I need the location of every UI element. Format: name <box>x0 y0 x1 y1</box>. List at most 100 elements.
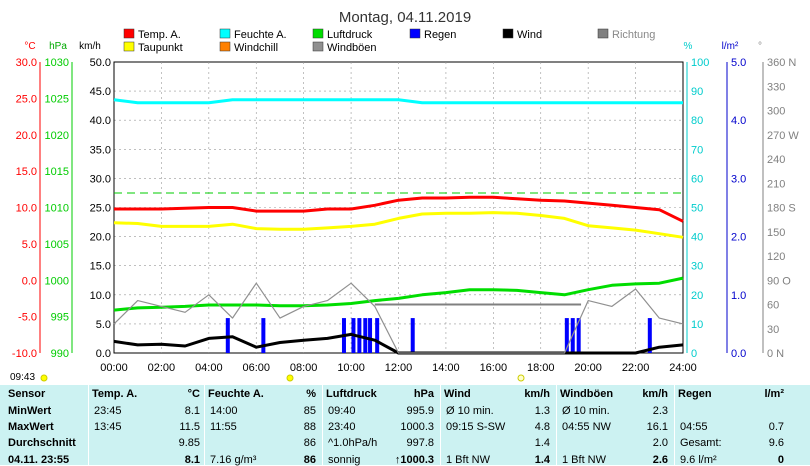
cell-detail: 1 Bft NW <box>446 454 491 466</box>
column-separator <box>556 385 557 465</box>
legend-swatch <box>123 28 135 39</box>
legend-label: Wind <box>517 29 542 41</box>
cell-detail: Ø 10 min. <box>562 405 610 417</box>
y-tick-rain: 4.0 <box>731 115 746 127</box>
row-label-sensor: Sensor <box>8 388 46 400</box>
legend-label: Feuchte A. <box>234 29 287 41</box>
legend-swatch <box>502 28 514 39</box>
cell-value: 2.3 <box>652 405 668 417</box>
cell-value: 2.6 <box>652 454 668 466</box>
legend-swatch <box>123 41 135 52</box>
cell-value: 1000.3 <box>400 421 434 433</box>
y-tick-temp: 15.0 <box>16 166 37 178</box>
y-tick-press: 1020 <box>45 130 69 142</box>
cell-value: 9.85 <box>178 437 200 449</box>
x-tick-label: 04:00 <box>195 362 223 374</box>
y-tick-hum: 70 <box>691 144 703 156</box>
left-time-label: 09:43 <box>10 372 35 383</box>
axis-unit-hum: % <box>684 41 693 52</box>
legend-label: Temp. A. <box>138 29 181 41</box>
y-tick-dir: 30 <box>767 324 779 336</box>
column-separator <box>204 385 205 465</box>
column-title: Regen <box>678 388 712 400</box>
y-tick-hum: 40 <box>691 232 703 244</box>
column-separator <box>88 385 89 465</box>
cell-detail: 09:15 S-SW <box>446 421 506 433</box>
legend-label: Windböen <box>327 42 377 54</box>
x-tick-label: 16:00 <box>480 362 508 374</box>
x-tick-label: 24:00 <box>669 362 697 374</box>
column-unit: km/h <box>524 388 550 400</box>
cell-value: 1.4 <box>534 454 550 466</box>
x-tick-label: 22:00 <box>622 362 650 374</box>
y-tick-rain: 1.0 <box>731 290 746 302</box>
legend-label: Taupunkt <box>138 42 183 54</box>
y-tick-dir: 180 S <box>767 203 796 215</box>
rain-bar <box>410 318 415 353</box>
axis-unit-rain: l/m² <box>722 41 739 52</box>
cell-value: 0.7 <box>768 421 784 433</box>
cell-detail: 7.16 g/m³ <box>210 454 257 466</box>
y-tick-dir: 90 O <box>767 275 791 287</box>
y-tick-hum: 10 <box>691 319 703 331</box>
axis-unit-wind: km/h <box>79 41 101 52</box>
y-tick-dir: 210 <box>767 178 785 190</box>
cell-detail: Ø 10 min. <box>446 405 494 417</box>
rain-bar <box>363 318 368 353</box>
rain-bar <box>375 318 380 353</box>
cell-value: 1.4 <box>534 437 550 449</box>
rain-bar <box>261 318 266 353</box>
chart-title: Montag, 04.11.2019 <box>339 9 471 26</box>
y-tick-dir: 270 W <box>767 130 799 142</box>
x-tick-label: 14:00 <box>432 362 460 374</box>
column-separator <box>322 385 323 465</box>
y-tick-temp: 0.0 <box>22 275 37 287</box>
legend-label: Windchill <box>234 42 278 54</box>
y-tick-temp: 5.0 <box>22 239 37 251</box>
plot-area <box>113 98 684 355</box>
y-tick-wind: 45.0 <box>90 86 111 98</box>
row-label-max: MaxWert <box>8 421 54 433</box>
y-tick-hum: 20 <box>691 290 703 302</box>
series-line-taupunkt <box>113 211 684 239</box>
axis-unit-temp: °C <box>24 41 35 52</box>
row-label-avg: Durchschnitt <box>8 437 76 449</box>
x-tick-label: 00:00 <box>100 362 128 374</box>
cell-detail: 11:55 <box>210 421 237 433</box>
cell-detail: 04:55 <box>680 421 708 433</box>
y-tick-rain: 3.0 <box>731 173 746 185</box>
column-unit: °C <box>187 388 200 400</box>
y-tick-dir: 60 <box>767 300 779 312</box>
column-title: Wind <box>444 388 471 400</box>
y-tick-wind: 30.0 <box>90 173 111 185</box>
x-tick-label: 02:00 <box>148 362 176 374</box>
x-tick-label: 12:00 <box>385 362 413 374</box>
series-line-temp-a- <box>114 195 684 223</box>
column-title: Feuchte A. <box>208 388 264 400</box>
cell-value: 88 <box>303 421 316 433</box>
cell-detail: 04:55 NW <box>562 421 611 433</box>
series-line-luftdruck <box>113 276 684 312</box>
y-tick-wind: 25.0 <box>90 203 111 215</box>
y-tick-press: 1015 <box>45 166 69 178</box>
cell-value: 16.1 <box>646 421 668 433</box>
y-tick-dir: 330 <box>767 81 785 93</box>
axis-unit-dir: ° <box>758 41 762 52</box>
x-tick-label: 06:00 <box>242 362 270 374</box>
cell-detail: 13:45 <box>94 421 122 433</box>
y-tick-press: 1005 <box>45 239 69 251</box>
y-tick-press: 995 <box>51 312 69 324</box>
series-line-feuchte-a- <box>113 98 683 105</box>
cell-value: ↑1000.3 <box>394 454 434 466</box>
column-title: Windböen <box>560 388 614 400</box>
y-tick-dir: 240 <box>767 154 785 166</box>
cell-value: 2.0 <box>652 437 668 449</box>
y-tick-press: 1000 <box>45 275 69 287</box>
weather-chart: Montag, 04.11.2019 Temp. A. Feuchte A. Luf… <box>10 9 799 383</box>
y-tick-dir: 0 N <box>767 348 784 360</box>
cell-detail: 09:40 <box>328 405 356 417</box>
cell-value: 995.9 <box>406 405 434 417</box>
cell-value: 1.3 <box>534 405 550 417</box>
column-unit: km/h <box>642 388 668 400</box>
y-tick-rain: 5.0 <box>731 57 746 69</box>
